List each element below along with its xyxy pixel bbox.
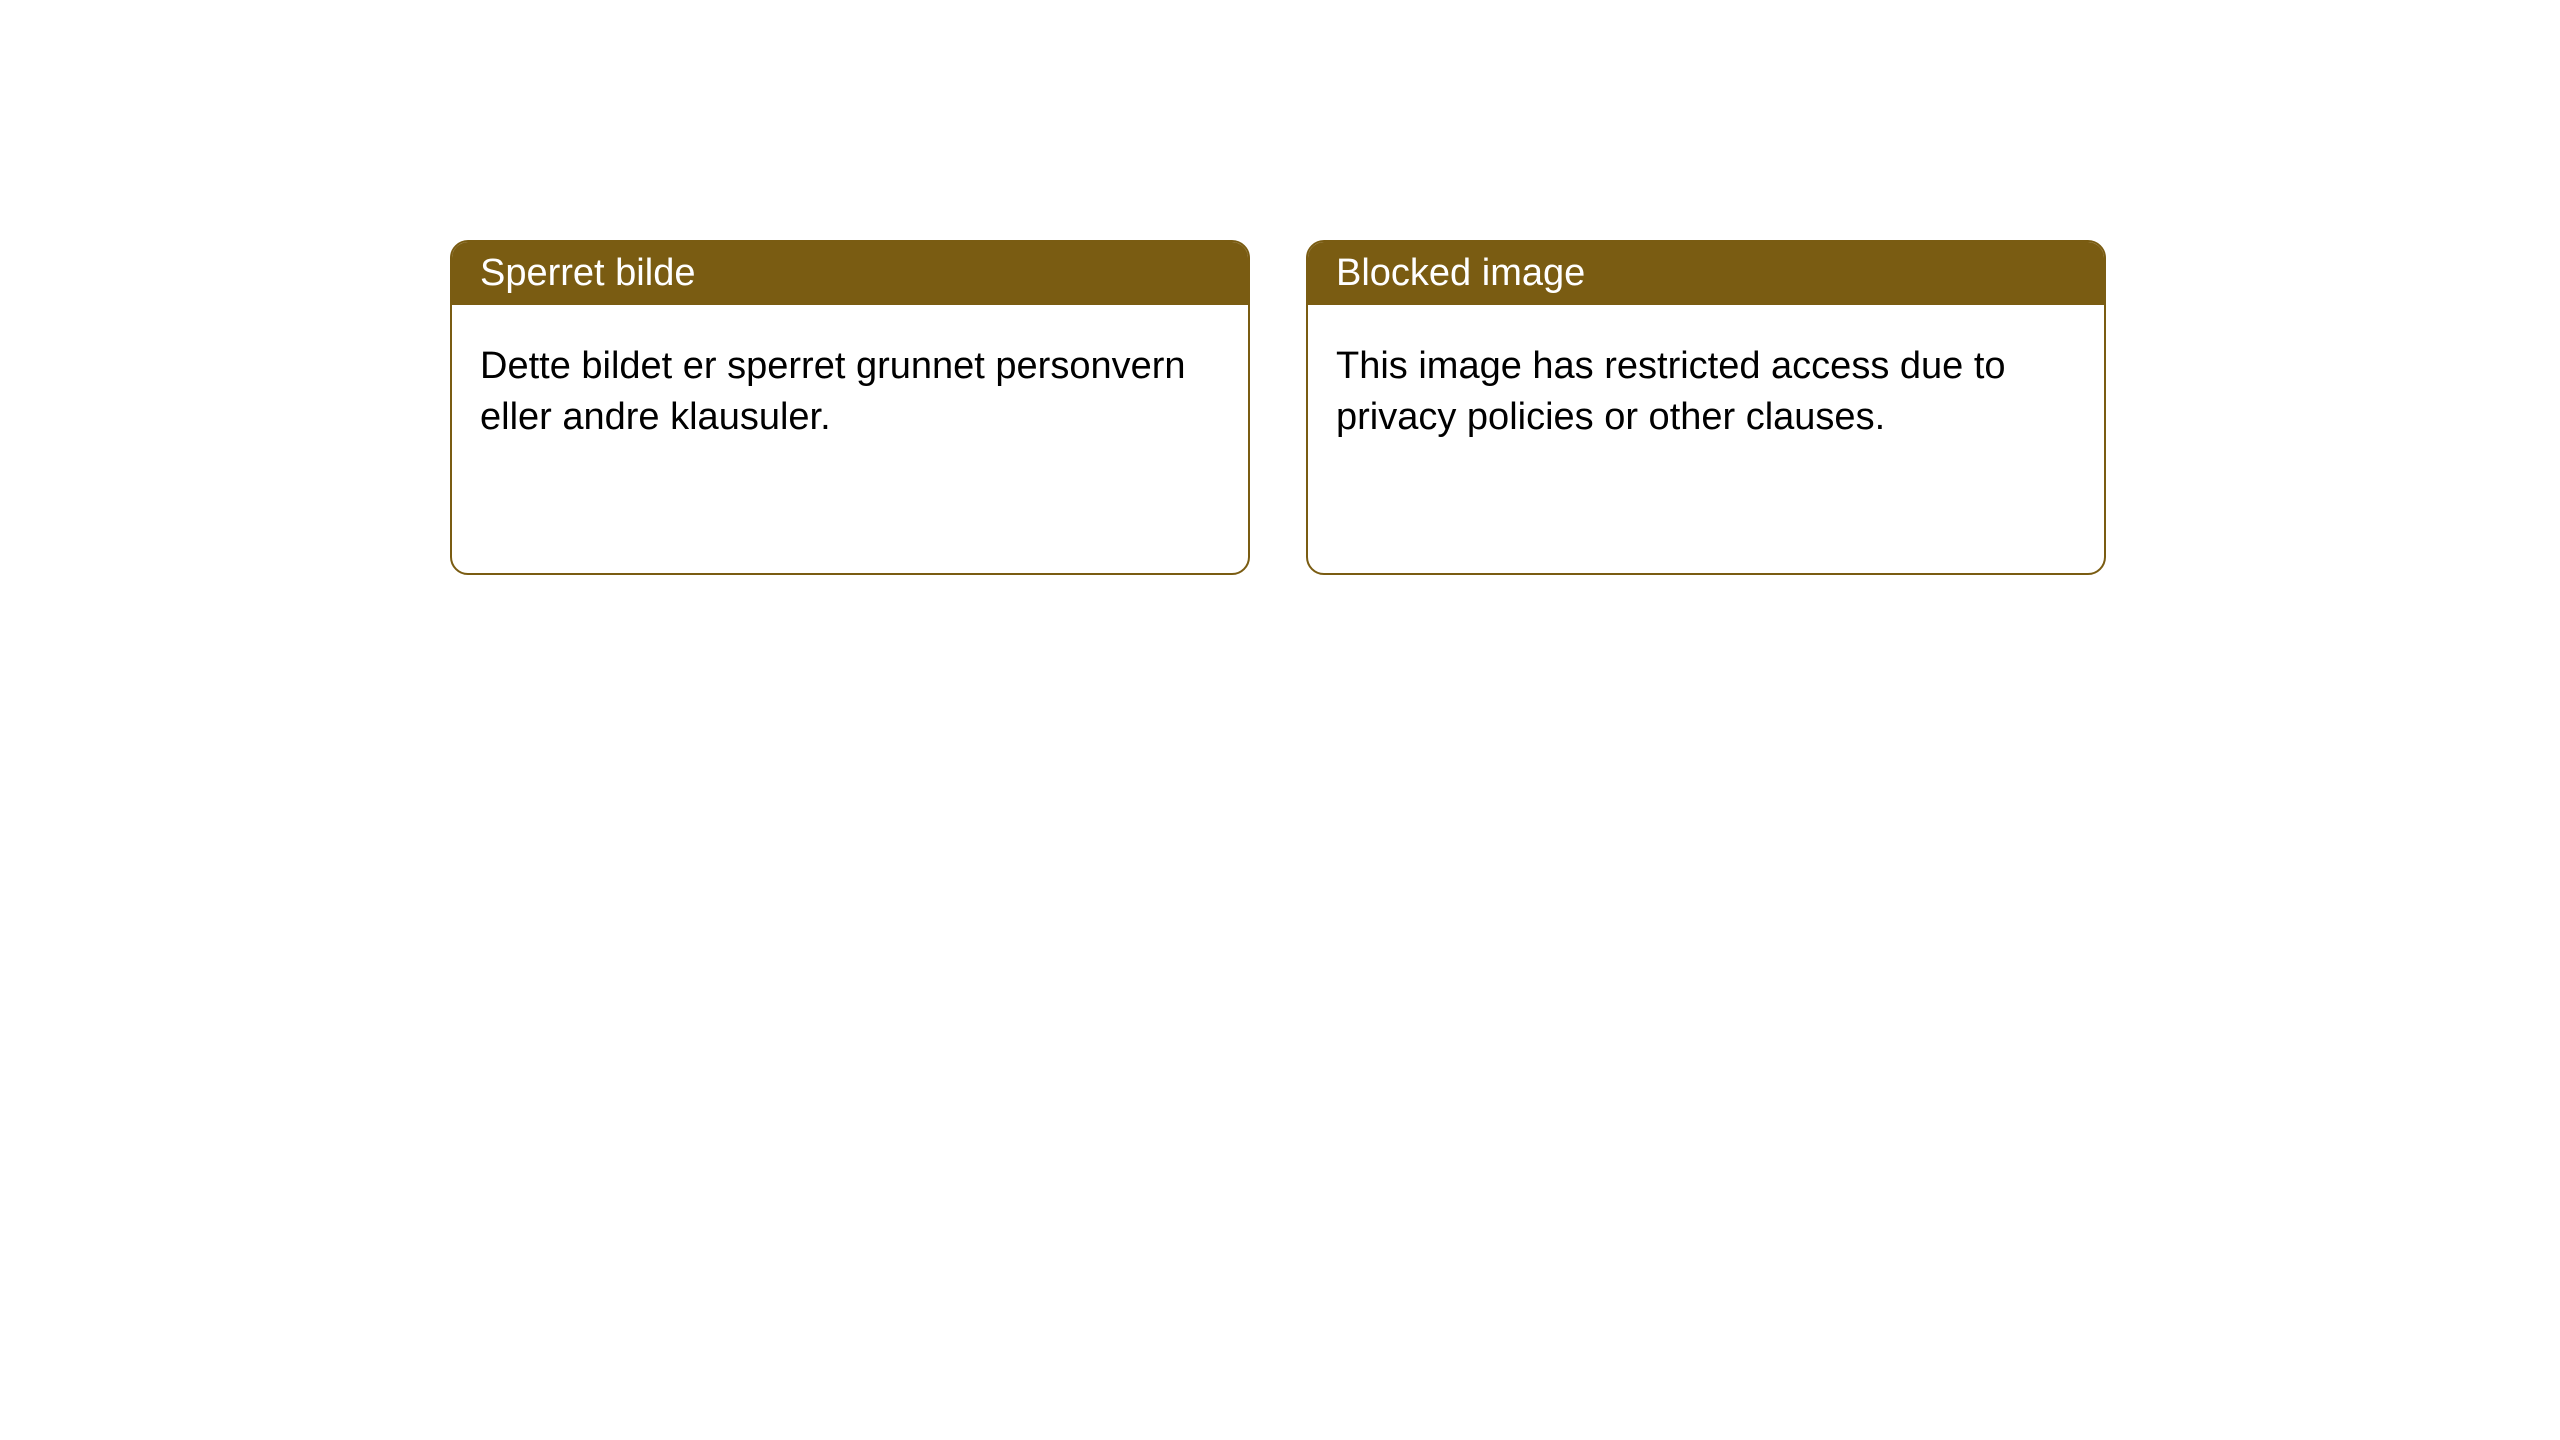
card-body: Dette bildet er sperret grunnet personve… (452, 305, 1248, 480)
card-message: This image has restricted access due to … (1336, 345, 2006, 438)
card-body: This image has restricted access due to … (1308, 305, 2104, 480)
card-header: Blocked image (1308, 242, 2104, 305)
card-header: Sperret bilde (452, 242, 1248, 305)
notice-cards-container: Sperret bilde Dette bildet er sperret gr… (0, 0, 2560, 575)
blocked-image-card-en: Blocked image This image has restricted … (1306, 240, 2106, 575)
card-message: Dette bildet er sperret grunnet personve… (480, 345, 1186, 438)
card-title: Sperret bilde (480, 252, 695, 294)
card-title: Blocked image (1336, 252, 1585, 294)
blocked-image-card-no: Sperret bilde Dette bildet er sperret gr… (450, 240, 1250, 575)
